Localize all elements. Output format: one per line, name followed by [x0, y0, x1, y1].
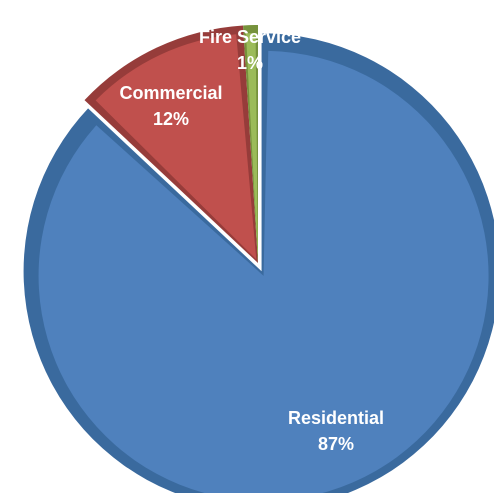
slice-face-fire-service — [245, 33, 258, 263]
slice-value-commercial: 12% — [153, 109, 189, 129]
slice-label-fire-service: Fire Service — [199, 27, 301, 47]
slice-value-fire-service: 1% — [237, 53, 263, 73]
slice-label-commercial: Commercial — [119, 83, 222, 103]
slice-face-residential — [38, 50, 489, 493]
slice-value-residential: 87% — [318, 434, 354, 454]
slice-label-residential: Residential — [288, 408, 384, 428]
labels-layer: Residential 87% Commercial 12% Fire Service 1… — [119, 27, 384, 454]
slices-layer — [23, 25, 494, 493]
slice-face-commercial — [95, 34, 257, 260]
